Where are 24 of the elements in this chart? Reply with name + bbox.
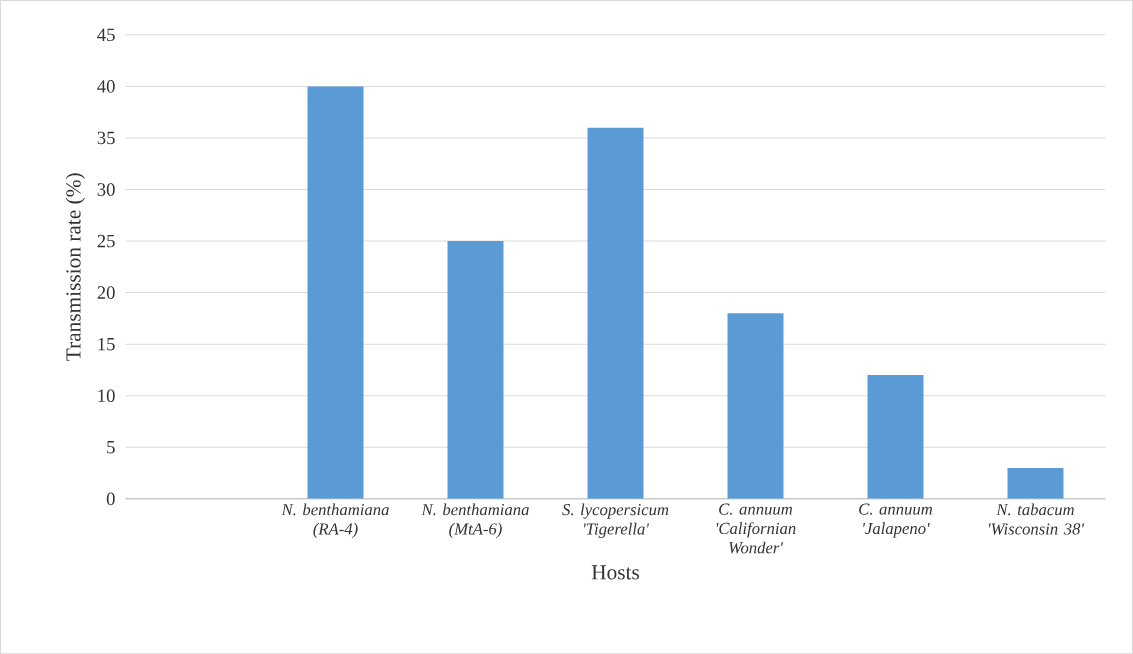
y-tick-label: 35 bbox=[97, 131, 115, 145]
x-axis-title: Hosts bbox=[591, 565, 640, 580]
bar bbox=[587, 127, 644, 499]
bar bbox=[727, 313, 784, 499]
bar bbox=[447, 240, 504, 499]
x-tick-label: N. benthamiana (RA-4) bbox=[281, 503, 389, 538]
x-tick-label: S. lycopersicum 'Tigerella' bbox=[562, 503, 669, 538]
y-tick-label: 15 bbox=[98, 337, 115, 351]
bar bbox=[307, 86, 364, 499]
x-tick-label: C. annuum 'Jalapeno' bbox=[859, 503, 933, 538]
y-tick-label: 5 bbox=[107, 440, 115, 454]
x-tick-label: N. tabacum 'Wisconsin 38' bbox=[989, 503, 1085, 535]
y-axis-title: Transmission rate (%) bbox=[65, 173, 85, 361]
y-tick-label: 0 bbox=[106, 492, 115, 505]
y-tick-label: 45 bbox=[97, 28, 115, 41]
bar bbox=[1007, 467, 1064, 499]
y-tick-label: 30 bbox=[97, 183, 115, 196]
x-tick-label: N. benthamiana (MtA-6) bbox=[421, 503, 529, 538]
y-tick-label: 20 bbox=[97, 286, 115, 299]
y-tick-label: 10 bbox=[98, 389, 115, 402]
x-tick-label: C. annuum 'Californian Wonder' bbox=[716, 503, 796, 554]
y-tick-label: 40 bbox=[97, 79, 115, 93]
bar bbox=[867, 374, 924, 499]
y-tick-label: 25 bbox=[97, 234, 115, 248]
